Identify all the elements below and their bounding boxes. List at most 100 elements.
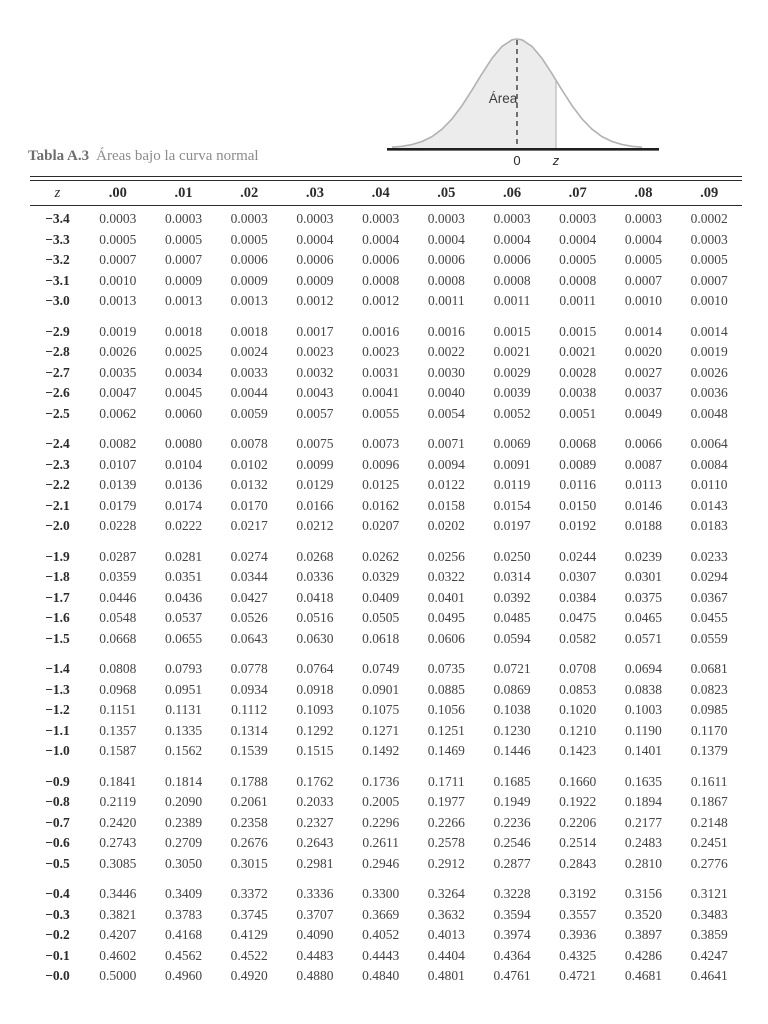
area-value-cell: 0.0003 (99, 211, 137, 226)
area-value-cell: 0.0934 (230, 681, 268, 697)
area-value-cell: 0.0007 (99, 252, 137, 267)
area-value-cell: 0.4364 (493, 947, 531, 963)
area-value-cell: 0.0080 (164, 436, 203, 451)
area-value-cell: 0.3372 (230, 886, 268, 901)
area-value-cell: 0.0274 (230, 548, 268, 564)
area-value-cell: 0.0078 (230, 436, 268, 451)
column-header: .02 (240, 184, 259, 201)
area-value-cell: 0.4443 (362, 947, 400, 963)
area-value-cell: 0.0139 (99, 477, 137, 492)
area-value-cell: 0.0183 (690, 518, 728, 533)
area-value-cell: 0.0212 (296, 518, 334, 533)
area-value-cell: 0.0359 (99, 569, 137, 584)
zero-tick-label: 0 (513, 153, 520, 168)
area-value-cell: 0.0036 (690, 385, 728, 400)
area-value-cell: 0.0192 (559, 518, 597, 533)
area-value-cell: 0.0336 (296, 569, 334, 584)
area-value-cell: 0.0643 (230, 630, 268, 646)
column-header: .01 (174, 184, 193, 201)
area-value-cell: 0.2420 (99, 814, 137, 830)
z-value-cell: −2.4 (45, 436, 70, 451)
area-value-cell: 0.0003 (164, 211, 203, 226)
area-value-cell: 0.3336 (296, 886, 334, 901)
area-value-cell: 0.4681 (624, 968, 662, 983)
area-value-cell: 0.1788 (230, 773, 268, 789)
area-value-cell: 0.3557 (559, 906, 597, 922)
area-value-cell: 0.0015 (493, 323, 531, 339)
area-value-cell: 0.0262 (362, 548, 400, 564)
z-value-cell: −2.1 (45, 497, 70, 513)
area-value-cell: 0.1093 (296, 702, 334, 717)
z-value-cell: −1.3 (45, 681, 70, 697)
area-value-cell: 0.4286 (624, 947, 662, 963)
area-value-cell: 0.1587 (99, 743, 137, 758)
table-row: −1.8 0.0359 0.0351 0.0344 0.0336 0.0329 0.0322… (30, 567, 742, 588)
area-value-cell: 0.0516 (296, 610, 334, 625)
area-value-cell: 0.0367 (690, 589, 728, 605)
area-value-cell: 0.0026 (99, 344, 137, 359)
table-row: −0.1 0.4602 0.4562 0.4522 0.4483 0.4443 0.4404… (30, 946, 742, 967)
area-value-cell: 0.0571 (624, 630, 662, 646)
area-value-cell: 0.0048 (690, 405, 728, 421)
normal-curve-svg: Área 0 z (387, 38, 659, 168)
area-value-cell: 0.3156 (624, 886, 662, 901)
area-value-cell: 0.0384 (559, 589, 597, 605)
area-value-cell: 0.0465 (624, 610, 662, 625)
area-value-cell: 0.1056 (427, 702, 465, 717)
area-value-cell: 0.0040 (427, 385, 465, 400)
area-value-cell: 0.0012 (362, 293, 400, 308)
area-value-cell: 0.0026 (690, 364, 728, 380)
area-value-cell: 0.4721 (559, 968, 597, 983)
area-value-cell: 0.2061 (230, 794, 268, 809)
area-value-cell: 0.0233 (690, 548, 728, 564)
area-value-cell: 0.2776 (690, 855, 728, 871)
area-value-cell: 0.0005 (559, 252, 597, 267)
area-value-cell: 0.0035 (99, 364, 137, 380)
row-group: −2.4 0.0082 0.0080 0.0078 0.0075 0.0073 0.0071… (30, 434, 742, 537)
area-value-cell: 0.0094 (427, 456, 465, 472)
table-caption: Tabla A.3 Áreas bajo la curva normal (28, 146, 388, 166)
area-value-cell: 0.0049 (624, 405, 662, 421)
area-value-cell: 0.0188 (624, 518, 662, 533)
area-value-cell: 0.1112 (231, 702, 268, 717)
area-value-cell: 0.0019 (99, 323, 137, 339)
z-value-cell: −1.1 (45, 722, 70, 738)
z-table-body: −3.4 0.0003 0.0003 0.0003 0.0003 0.0003 0.0003… (30, 206, 742, 987)
area-value-cell: 0.0005 (164, 231, 203, 247)
area-value-cell: 0.0004 (624, 231, 662, 247)
area-value-cell: 0.0179 (99, 497, 137, 513)
table-row: −3.3 0.0005 0.0005 0.0005 0.0004 0.0004 0.0004… (30, 230, 742, 251)
area-value-cell: 0.0174 (164, 497, 203, 513)
area-value-cell: 0.0008 (493, 272, 531, 288)
area-value-cell: 0.0778 (230, 661, 268, 676)
area-value-cell: 0.0217 (230, 518, 268, 533)
table-row: −1.9 0.0287 0.0281 0.0274 0.0268 0.0262 0.0256… (30, 547, 742, 568)
area-value-cell: 0.0004 (493, 231, 531, 247)
area-value-cell: 0.3859 (690, 927, 728, 942)
area-value-cell: 0.1894 (624, 794, 662, 809)
column-header: .08 (634, 184, 653, 201)
area-value-cell: 0.1335 (164, 722, 203, 738)
area-value-cell: 0.0329 (362, 569, 400, 584)
area-value-cell: 0.2327 (296, 814, 334, 830)
area-value-cell: 0.0375 (624, 589, 662, 605)
area-value-cell: 0.0013 (164, 293, 203, 308)
area-value-cell: 0.0197 (493, 518, 531, 533)
area-value-cell: 0.0003 (690, 231, 728, 247)
table-row: −1.6 0.0548 0.0537 0.0526 0.0516 0.0505 0.0495… (30, 608, 742, 629)
curve-shaded-area (392, 39, 556, 149)
area-value-cell: 0.0485 (493, 610, 531, 625)
area-value-cell: 0.0004 (296, 231, 334, 247)
area-value-cell: 0.1170 (690, 722, 728, 738)
area-value-cell: 0.0003 (230, 211, 268, 226)
table-row: −0.9 0.1841 0.1814 0.1788 0.1762 0.1736 0.1711… (30, 772, 742, 793)
area-value-cell: 0.0055 (362, 405, 400, 421)
area-value-cell: 0.0885 (427, 681, 465, 697)
area-value-cell: 0.4641 (690, 968, 728, 983)
area-value-cell: 0.0075 (296, 436, 334, 451)
area-value-cell: 0.0013 (99, 293, 137, 308)
z-value-cell: −0.0 (45, 968, 70, 983)
area-value-cell: 0.0526 (230, 610, 268, 625)
area-value-cell: 0.0110 (690, 477, 728, 492)
area-value-cell: 0.4013 (427, 927, 465, 942)
